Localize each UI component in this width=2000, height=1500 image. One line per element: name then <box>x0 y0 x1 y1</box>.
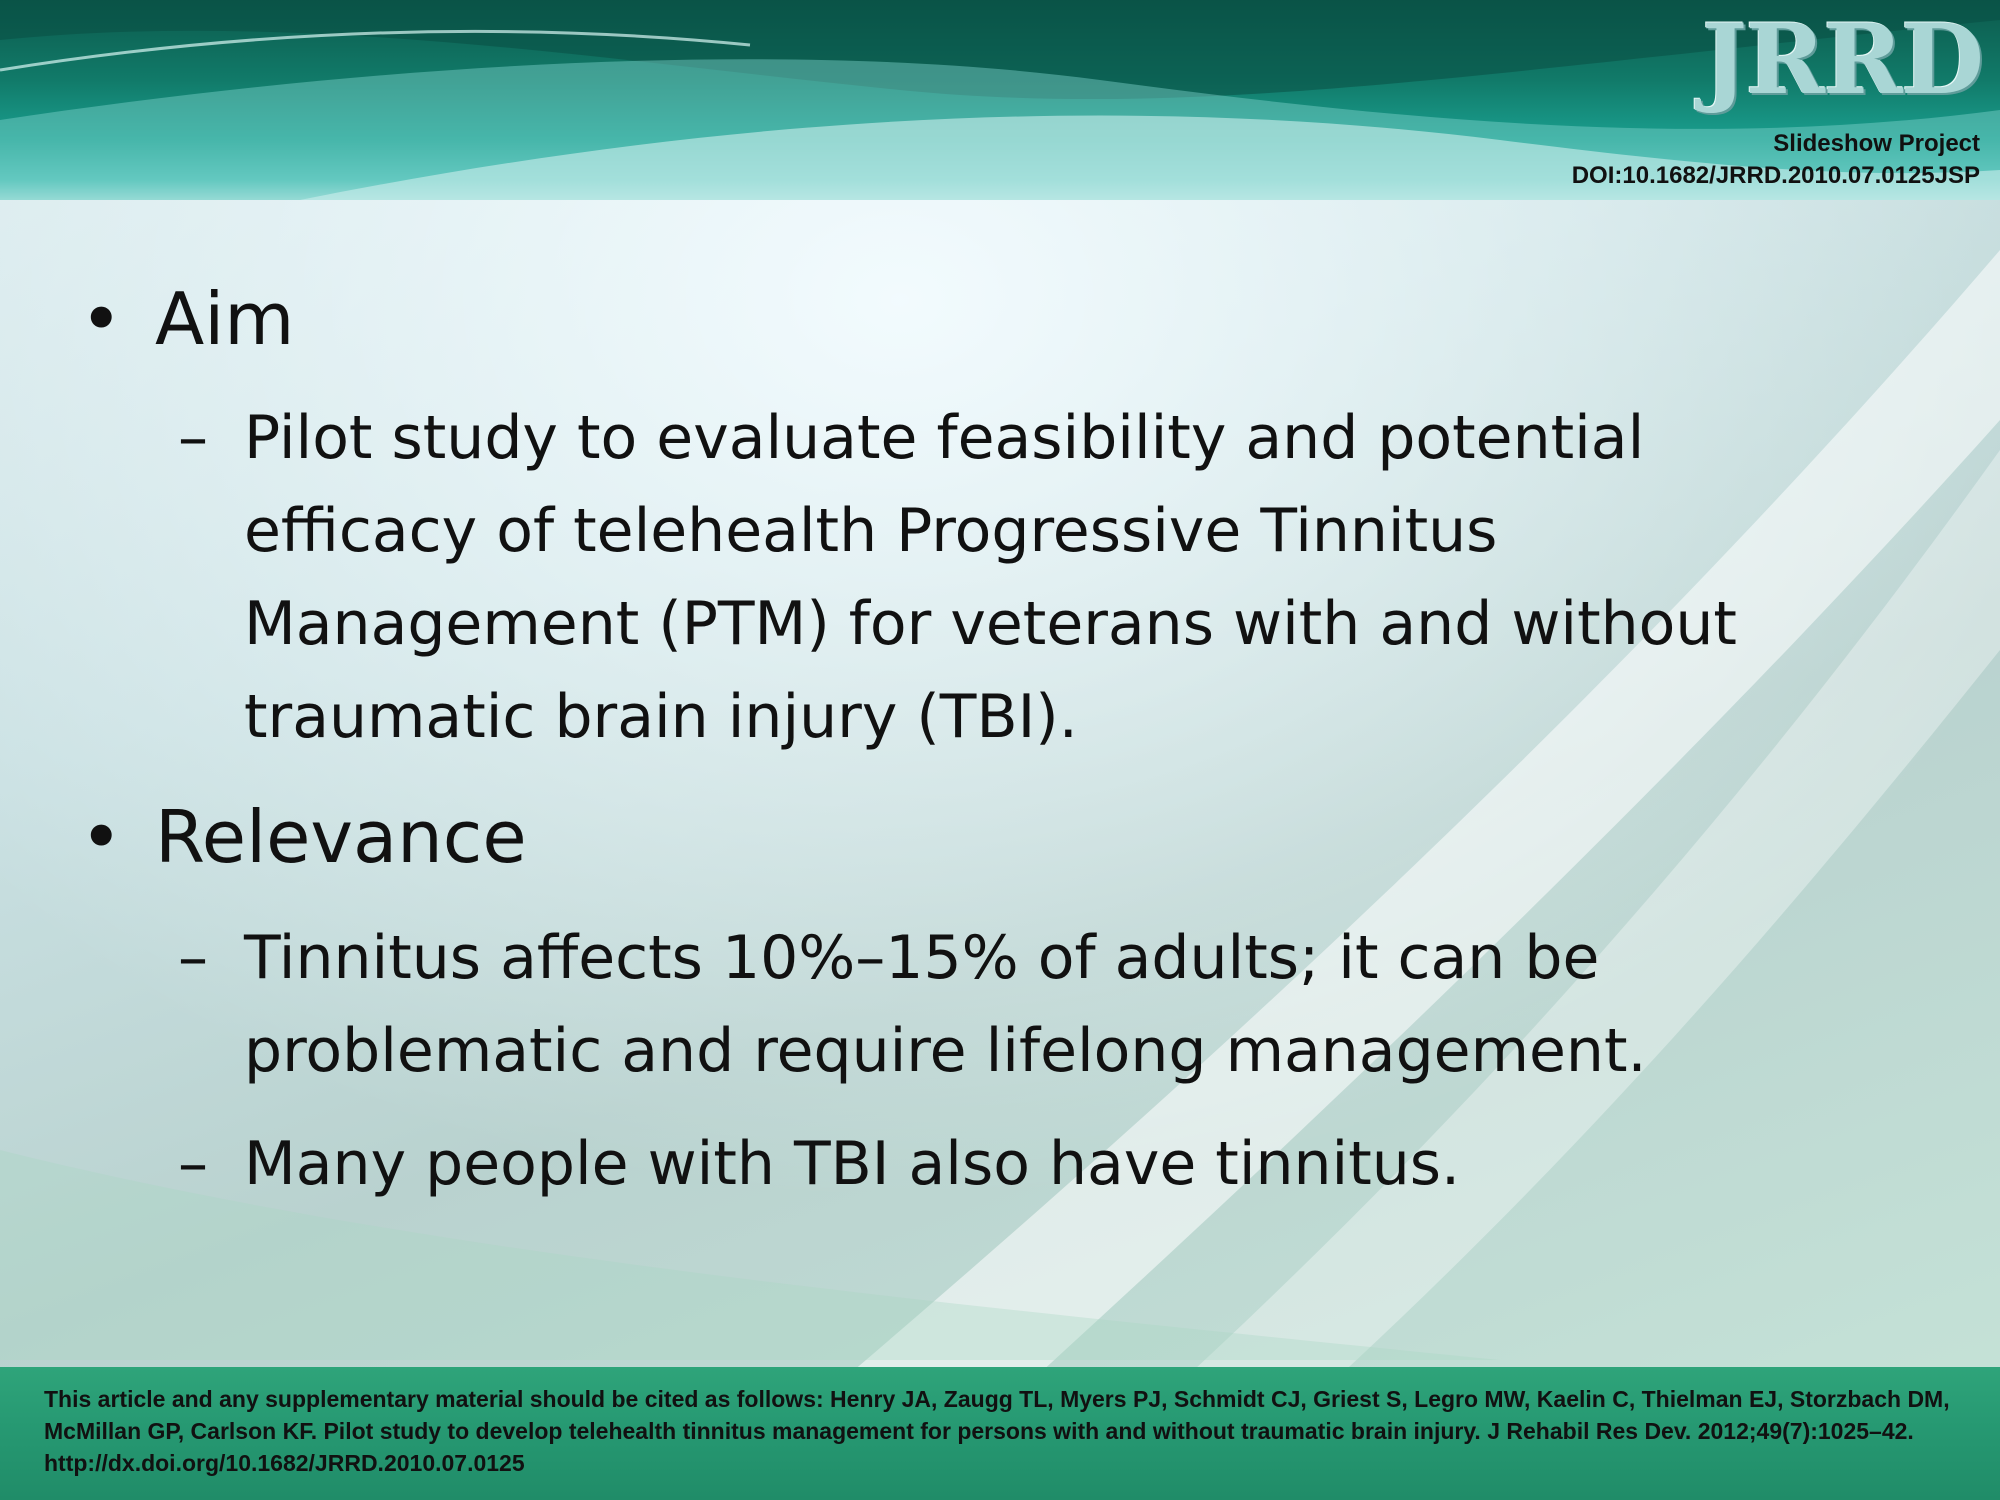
citation-text: This article and any supplementary mater… <box>44 1386 1950 1476</box>
header-wave-decoration <box>0 0 2000 200</box>
bullet-icon: • <box>80 795 123 879</box>
bullet-label: Aim <box>155 277 295 361</box>
bullet-label: Relevance <box>155 795 527 879</box>
dash-icon: – <box>178 923 208 993</box>
header-meta: Slideshow Project DOI:10.1682/JRRD.2010.… <box>1572 128 1980 192</box>
sub-bullet-text: Pilot study to evaluate feasibility and … <box>244 403 1737 752</box>
bullet-icon: • <box>80 277 123 361</box>
footer-band: This article and any supplementary mater… <box>0 1367 2000 1500</box>
jrrd-logo: JRRD <box>1701 3 1984 116</box>
project-label: Slideshow Project <box>1773 130 1980 157</box>
sub-bullet-text: Many people with TBI also have tinnitus. <box>244 1129 1461 1199</box>
dash-icon: – <box>178 1129 208 1199</box>
sub-bullet-text: Tinnitus affects 10%–15% of adults; it c… <box>244 923 1647 1086</box>
header-band: JRRD Slideshow Project DOI:10.1682/JRRD.… <box>0 0 2000 200</box>
dash-icon: – <box>178 403 208 473</box>
doi-label: DOI:10.1682/JRRD.2010.07.0125JSP <box>1571 162 1980 189</box>
